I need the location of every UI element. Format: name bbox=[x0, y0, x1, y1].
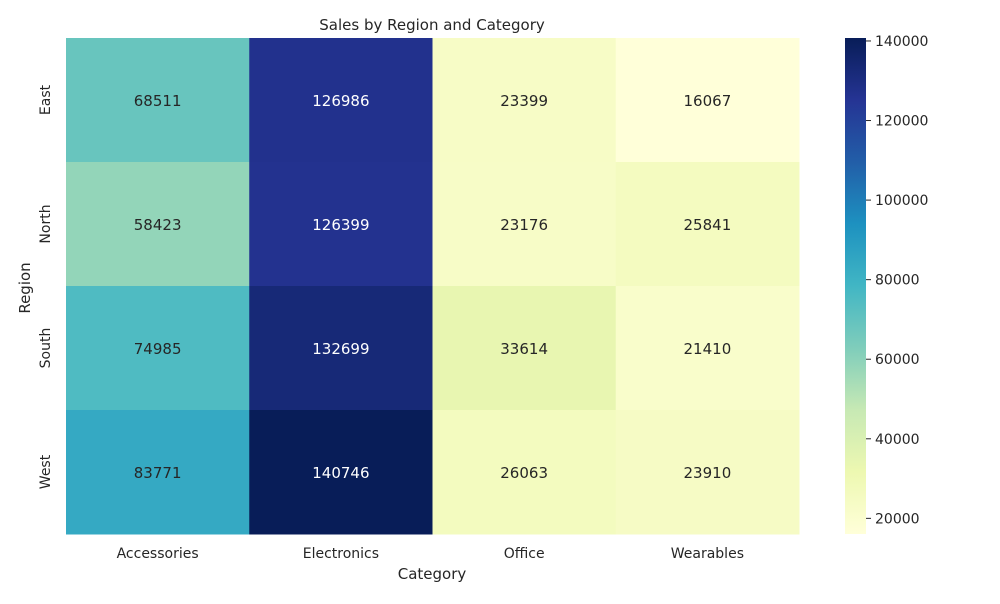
x-axis-label: Category bbox=[398, 565, 467, 583]
heatmap-cell bbox=[432, 286, 617, 411]
cell-value-label: 16067 bbox=[684, 92, 732, 110]
heatmap-cell bbox=[615, 162, 800, 287]
cell-value-label: 33614 bbox=[500, 340, 548, 358]
x-tick-label: Office bbox=[504, 546, 545, 562]
heatmap-cell bbox=[66, 410, 250, 535]
colorbar-tick-label: 40000 bbox=[875, 432, 920, 448]
cell-value-label: 21410 bbox=[684, 340, 732, 358]
cell-value-label: 23910 bbox=[684, 464, 732, 482]
cell-value-label: 26063 bbox=[500, 464, 548, 482]
heatmap-cell bbox=[66, 162, 250, 287]
heatmap-cell bbox=[66, 38, 250, 163]
chart-title: Sales by Region and Category bbox=[319, 16, 545, 34]
heatmap-cell bbox=[66, 286, 250, 411]
x-tick-label: Accessories bbox=[117, 546, 199, 562]
heatmap-cell bbox=[249, 410, 433, 535]
y-tick-label: North bbox=[38, 204, 54, 243]
cell-value-label: 25841 bbox=[684, 216, 732, 234]
y-axis-label: Region bbox=[16, 262, 34, 313]
colorbar-tick-label: 140000 bbox=[875, 34, 928, 50]
cell-value-label: 74985 bbox=[134, 340, 182, 358]
cell-value-label: 126986 bbox=[312, 92, 369, 110]
cell-value-label: 132699 bbox=[312, 340, 369, 358]
colorbar-ticks: 20000 40000 60000 80000 100000 120000 140000 bbox=[866, 34, 928, 527]
colorbar-tick-label: 100000 bbox=[875, 193, 928, 209]
heatmap-cell bbox=[432, 162, 617, 287]
colorbar-tick-label: 80000 bbox=[875, 273, 920, 289]
x-tick-labels: Accessories Electronics Office Wearables bbox=[117, 546, 744, 562]
cell-value-label: 126399 bbox=[312, 216, 369, 234]
y-tick-label: West bbox=[38, 454, 54, 489]
y-tick-labels: East North South West bbox=[38, 84, 54, 489]
heatmap-cell bbox=[432, 410, 617, 535]
heatmap-cell bbox=[615, 286, 800, 411]
cell-value-label: 58423 bbox=[134, 216, 182, 234]
x-tick-label: Wearables bbox=[671, 546, 744, 562]
y-tick-label: East bbox=[38, 84, 54, 115]
heatmap-cell bbox=[615, 38, 800, 163]
cell-value-label: 23399 bbox=[500, 92, 548, 110]
cell-value-label: 68511 bbox=[134, 92, 182, 110]
heatmap-cell bbox=[432, 38, 617, 163]
x-tick-label: Electronics bbox=[303, 546, 379, 562]
cell-value-label: 140746 bbox=[312, 464, 369, 482]
colorbar-tick-label: 60000 bbox=[875, 352, 920, 368]
cell-value-label: 23176 bbox=[500, 216, 548, 234]
y-tick-label: South bbox=[38, 328, 54, 369]
heatmap-cell bbox=[249, 162, 433, 287]
heatmap-cell bbox=[249, 38, 433, 163]
heatmap-cells: 68511 126986 23399 16067 58423 126399 23176 258… bbox=[66, 38, 800, 535]
colorbar bbox=[845, 38, 866, 534]
cell-value-label: 83771 bbox=[134, 464, 182, 482]
heatmap-cell bbox=[249, 286, 433, 411]
heatmap-cell bbox=[615, 410, 800, 535]
colorbar-tick-label: 20000 bbox=[875, 511, 920, 527]
colorbar-tick-label: 120000 bbox=[875, 114, 928, 130]
